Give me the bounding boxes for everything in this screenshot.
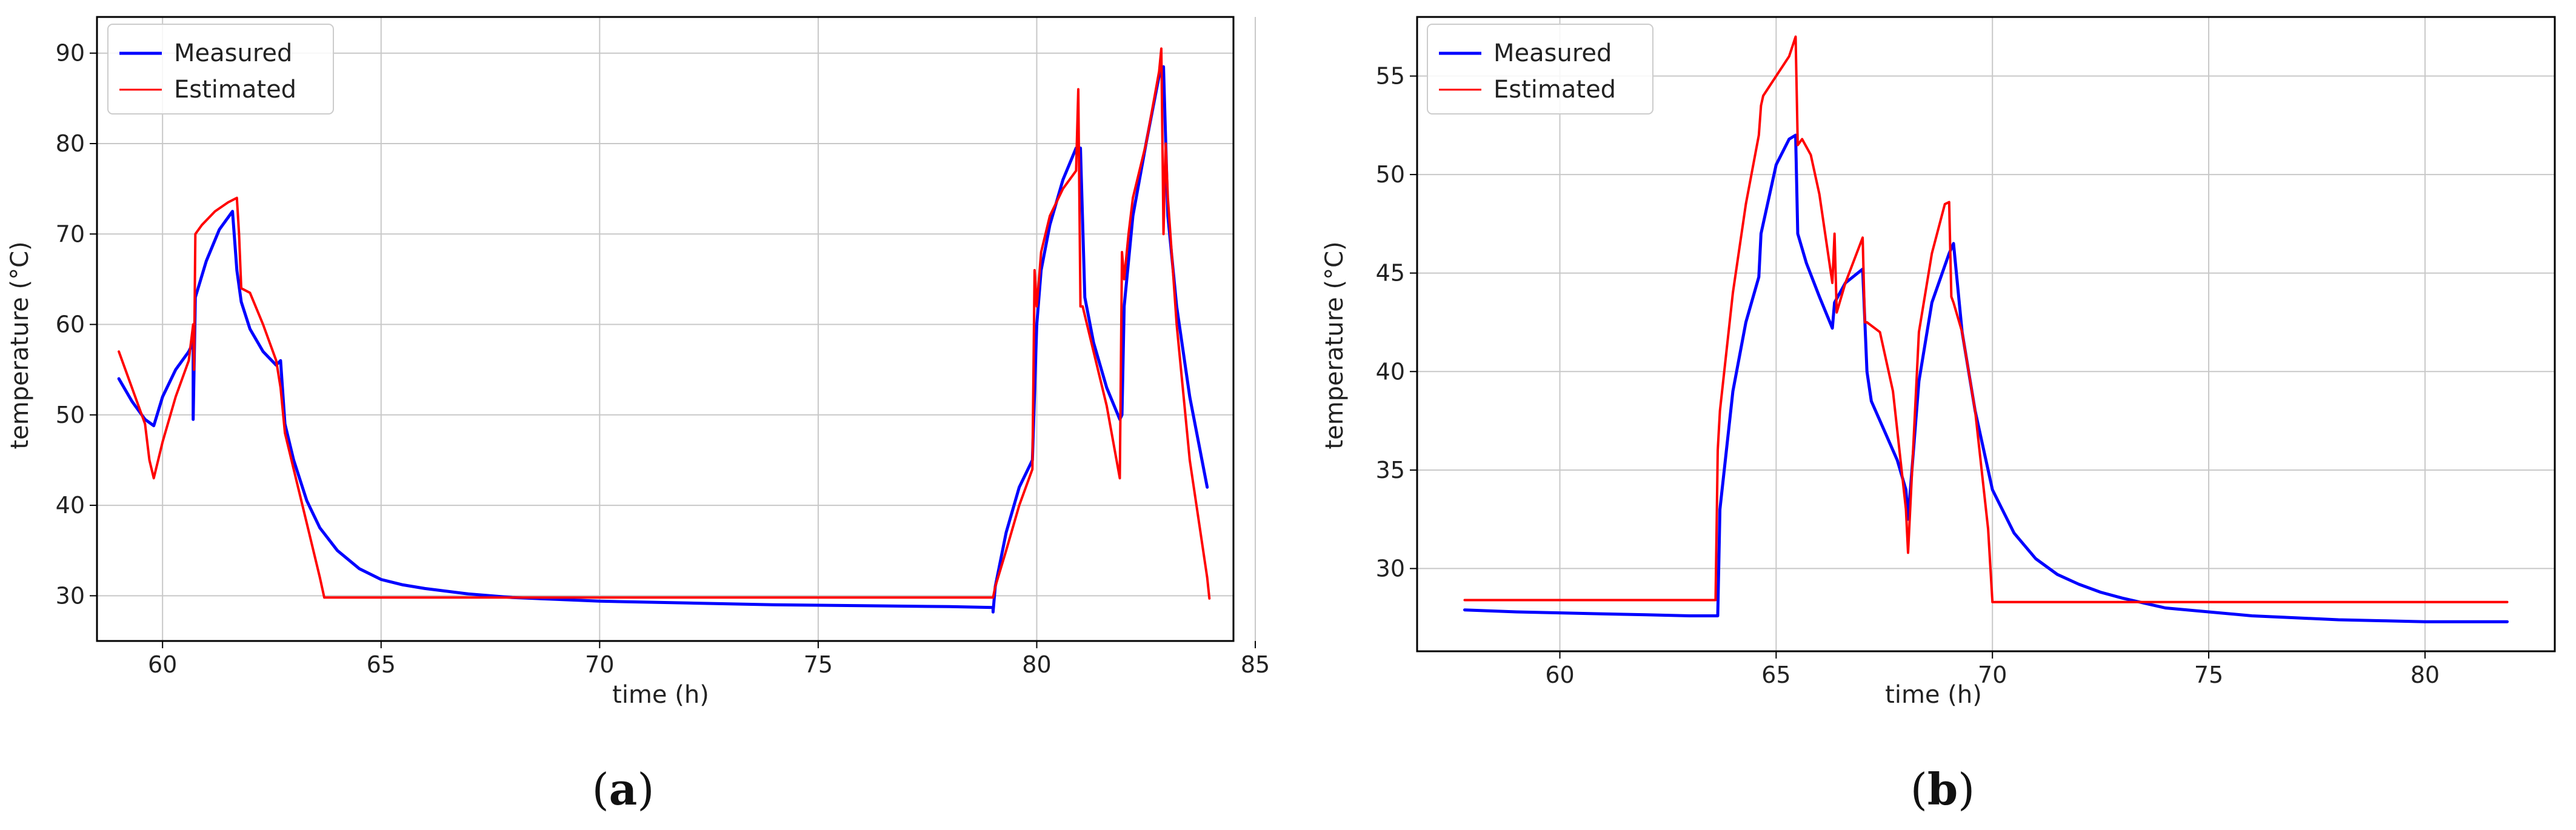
- panel-letter-b: b: [1927, 763, 1958, 815]
- x-tick-label-a-75: 75: [804, 651, 833, 678]
- series-lines-b: [1463, 35, 2509, 623]
- plot-frame-a: [96, 16, 1235, 642]
- chart-panel-a: 60 65 70 75 80 85 30 40 50 60 70 80 90 time (h) temp…: [6, 16, 1270, 815]
- legend-label-measured-b: Measured: [1493, 39, 1612, 67]
- y-tick-label-a-70: 70: [56, 221, 85, 247]
- legend-label-measured-a: Measured: [174, 39, 292, 67]
- y-tick-label-a-50: 50: [56, 402, 85, 428]
- y-axis-label-a: temperature (°C): [6, 241, 34, 449]
- x-tick-label-b-65: 65: [1761, 662, 1790, 688]
- y-tick-label-a-90: 90: [56, 40, 85, 67]
- series-line-estimated-a: [118, 47, 1211, 600]
- x-tick-label-a-80: 80: [1022, 651, 1051, 678]
- y-tick-label-b-30: 30: [1376, 555, 1405, 582]
- x-tick-label-a-60: 60: [148, 651, 177, 678]
- panel-letter-a: a: [609, 763, 638, 815]
- legend-a: Measured Estimated: [107, 24, 334, 115]
- legend-label-estimated-b: Estimated: [1493, 76, 1616, 104]
- x-tick-label-b-60: 60: [1545, 662, 1574, 688]
- legend-label-estimated-a: Estimated: [174, 76, 296, 104]
- panel-label-a: (a): [592, 763, 655, 815]
- y-axis-label-b: temperature (°C): [1321, 241, 1349, 449]
- series-lines-a: [117, 47, 1211, 614]
- y-tick-label-b-55: 55: [1376, 63, 1405, 90]
- legend-box-a: [107, 24, 334, 115]
- x-tick-label-b-75: 75: [2194, 662, 2223, 688]
- x-tick-label-a-85: 85: [1241, 651, 1270, 678]
- y-tick-label-a-30: 30: [56, 582, 85, 609]
- panel-label-b: (b): [1910, 763, 1975, 815]
- ticks-b: 60 65 70 75 80 30 35 40 45 50 55: [1376, 63, 2440, 688]
- gridlines-b: [1417, 17, 2555, 651]
- x-tick-label-a-65: 65: [367, 651, 396, 678]
- x-tick-label-a-70: 70: [585, 651, 614, 678]
- legend-b: Measured Estimated: [1427, 24, 1653, 115]
- y-tick-label-b-50: 50: [1376, 161, 1405, 188]
- series-line-measured-b: [1463, 133, 2509, 623]
- x-axis-label-b: time (h): [1885, 681, 1982, 709]
- series-line-estimated-b: [1463, 35, 2509, 603]
- y-tick-label-b-45: 45: [1376, 260, 1405, 287]
- x-tick-label-b-80: 80: [2411, 662, 2440, 688]
- y-tick-label-a-60: 60: [56, 311, 85, 338]
- y-tick-label-b-40: 40: [1376, 358, 1405, 385]
- chart-panel-b: 60 65 70 75 80 30 35 40 45 50 55 time (h) temperat…: [1321, 16, 2556, 815]
- x-axis-label-a: time (h): [612, 681, 709, 709]
- plot-frame-b: [1416, 16, 2556, 652]
- legend-box-b: [1427, 24, 1653, 115]
- y-tick-label-a-40: 40: [56, 492, 85, 519]
- y-tick-label-a-80: 80: [56, 130, 85, 157]
- x-tick-label-b-70: 70: [1978, 662, 2007, 688]
- ticks-a: 60 65 70 75 80 85 30 40 50 60 70 80 90: [56, 40, 1270, 678]
- y-tick-label-b-35: 35: [1376, 457, 1405, 483]
- series-line-measured-a: [117, 65, 1209, 614]
